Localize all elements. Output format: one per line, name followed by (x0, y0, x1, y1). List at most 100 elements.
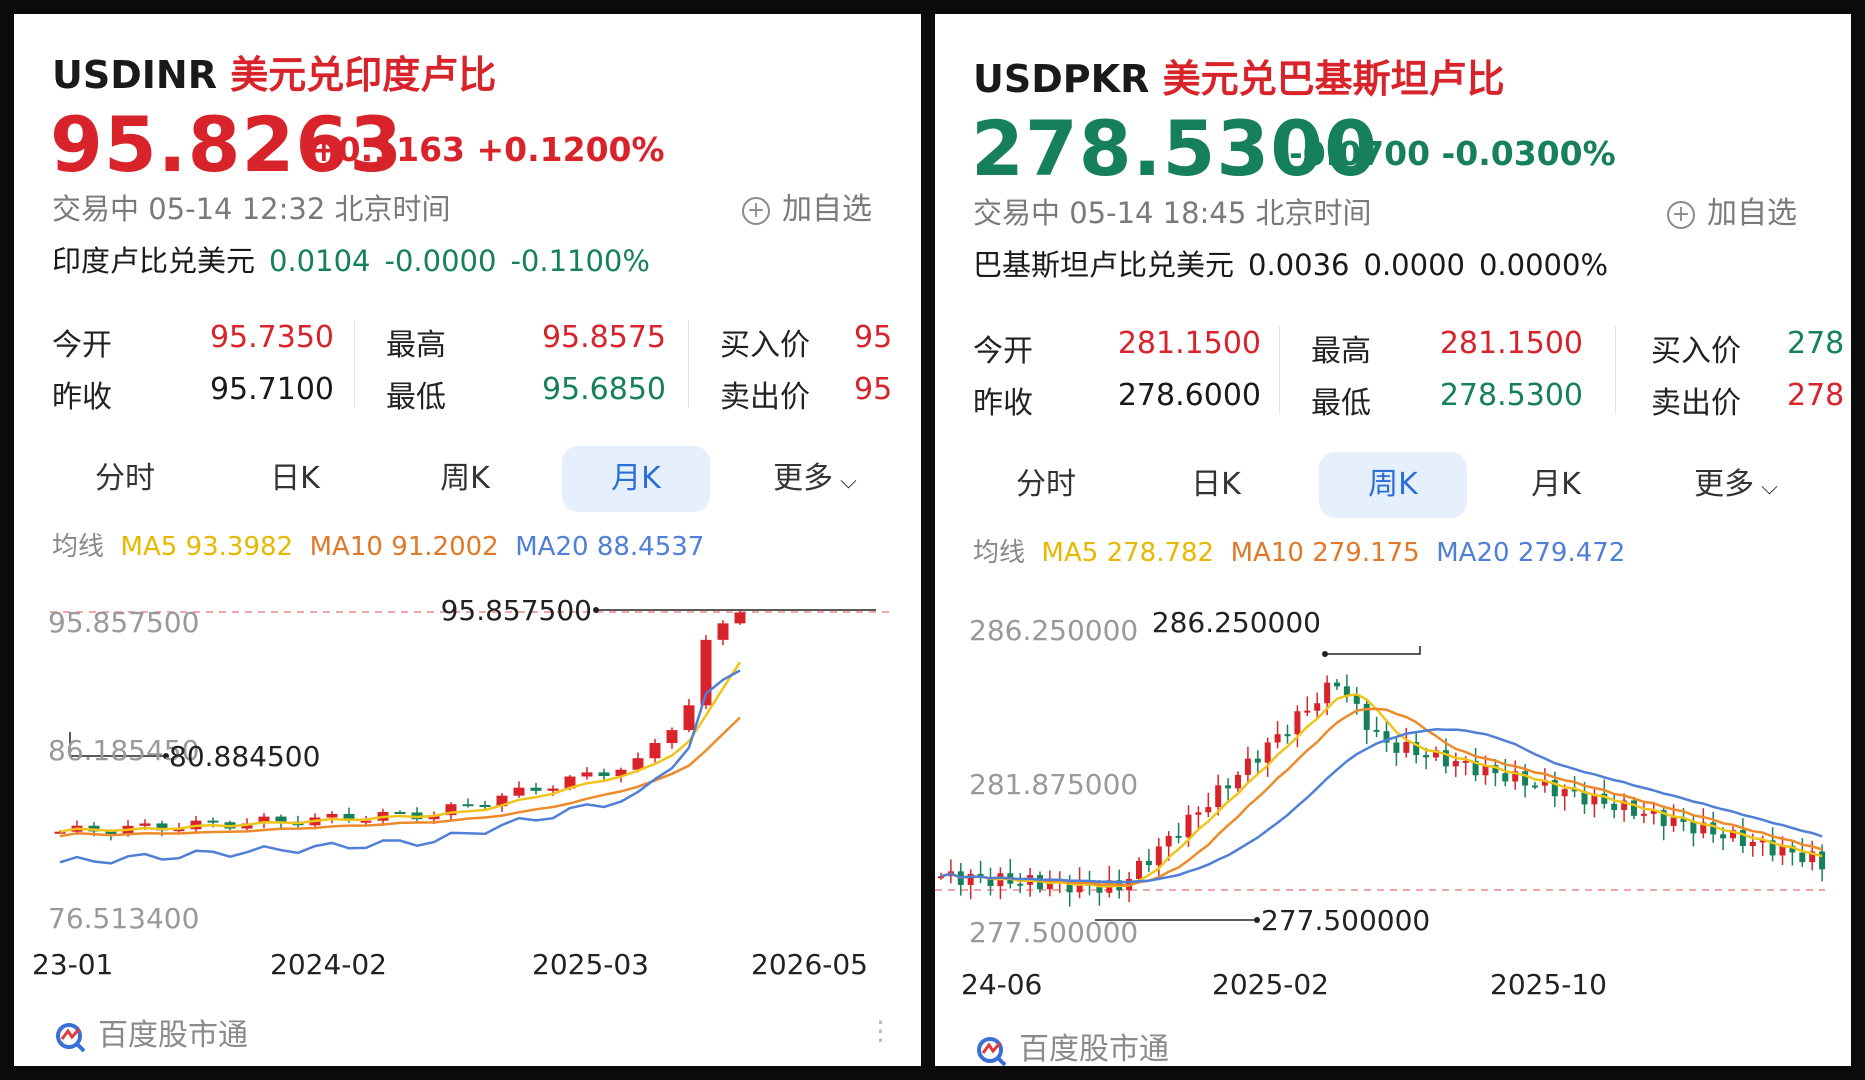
stat-bid-label: 买入价 (720, 328, 810, 363)
stat-bid-label: 买入价 (1651, 334, 1741, 369)
tab-intraday[interactable]: 分时 (95, 461, 155, 496)
candle-body (1819, 851, 1826, 870)
candle-body (1363, 703, 1370, 730)
candle-body (1680, 817, 1687, 822)
stat-bid: 278 (1787, 326, 1845, 361)
chevron-down-icon: ⌵ (833, 469, 857, 494)
reverse-quote[interactable]: 印度卢比兑美元 0.0104 -0.0000 -0.1100% (52, 238, 664, 280)
tab-weekly-k[interactable]: 周K (1319, 452, 1467, 518)
y-label-top: 95.857500 (48, 606, 199, 639)
tab-daily-k[interactable]: 日K (270, 461, 320, 496)
candle-body (1096, 885, 1103, 893)
candle-body (1294, 711, 1301, 735)
tab-daily-k[interactable]: 日K (1191, 467, 1241, 502)
ma5-line (940, 693, 1823, 888)
candle-body (1314, 703, 1321, 711)
trade-status: 交易中 05-14 18:45 北京时间 (973, 196, 1372, 230)
plus-circle-icon: + (1667, 200, 1695, 229)
stat-divider (354, 320, 355, 408)
candle-body (1393, 742, 1400, 753)
tab-more[interactable]: 更多 ⌵ (1651, 452, 1821, 518)
ma5-value: MA5 278.782 (1041, 538, 1215, 568)
tab-more[interactable]: 更多 ⌵ (730, 446, 900, 512)
candle-body (1066, 879, 1073, 893)
panel-title: USDINR 美元兑印度卢比 (52, 44, 496, 99)
reverse-pct: -0.1100% (510, 244, 650, 278)
candle-body (1383, 731, 1390, 743)
candle-body (1334, 682, 1340, 687)
candle-body (547, 788, 559, 791)
tab-weekly-k[interactable]: 周K (440, 461, 490, 496)
candle-body (1690, 821, 1697, 834)
stat-open: 281.1500 (1117, 326, 1261, 361)
ma10-line (940, 707, 1823, 887)
usdpkr-panel: USDPKR 美元兑巴基斯坦卢比 278.5300 -0.0700 -0.030… (935, 14, 1851, 1066)
pair-name: 美元兑巴基斯坦卢比 (1162, 57, 1505, 101)
plus-circle-icon: + (742, 196, 770, 225)
panel-title: USDPKR 美元兑巴基斯坦卢比 (973, 48, 1505, 103)
tab-monthly-k[interactable]: 月K (562, 446, 710, 512)
candle-body (1284, 734, 1291, 737)
add-watchlist-button[interactable]: + 加自选 (742, 184, 872, 228)
candle-body (1076, 880, 1083, 893)
candle-body (967, 873, 974, 885)
stat-low-label: 最低 (386, 380, 446, 415)
ma20-line (940, 728, 1823, 884)
stat-divider (688, 320, 689, 408)
y-label-mid: 86.185450 (48, 734, 199, 767)
candle-body (1145, 860, 1152, 866)
ma-legend: 均线 MA5 93.3982 MA10 91.2002 MA20 88.4537 (52, 526, 704, 563)
candle-body (1136, 860, 1142, 879)
candle-body (1274, 734, 1281, 743)
candle-body (1215, 785, 1222, 808)
stat-high-label: 最高 (386, 328, 446, 363)
candle-body (1541, 780, 1548, 786)
candle-body (1660, 810, 1667, 826)
candle-body (1769, 840, 1776, 856)
stat-high: 281.1500 (1439, 326, 1583, 361)
candle-body (173, 829, 185, 832)
candlestick-chart[interactable]: 286.250000 281.875000 277.500000 286.250… (935, 580, 1851, 1000)
stat-prev: 95.7100 (209, 372, 334, 407)
candle-body (1789, 845, 1796, 853)
candle-body (1809, 851, 1816, 863)
ma-legend: 均线 MA5 278.782 MA10 279.175 MA20 279.472 (973, 532, 1625, 569)
candle-body (207, 820, 219, 823)
candle-body (1551, 780, 1558, 797)
candle-body (1472, 760, 1479, 776)
candle-body (1304, 710, 1311, 713)
min-leader-dot (163, 753, 169, 759)
reverse-quote[interactable]: 巴基斯坦卢比兑美元 0.0036 0.0000 0.0000% (973, 242, 1622, 284)
candle-body (1759, 840, 1766, 843)
tab-monthly-k[interactable]: 月K (1531, 467, 1581, 502)
candle-body (1492, 765, 1499, 774)
stat-ask: 95 (854, 372, 893, 407)
candle-body (1244, 758, 1251, 775)
min-leader-line (69, 732, 166, 757)
candle-body (496, 795, 508, 807)
candle-body (1670, 817, 1677, 826)
candle-body (700, 639, 712, 706)
x-label-2: 2025-10 (1490, 968, 1607, 1001)
candle-body (139, 823, 151, 826)
symbol: USDINR (52, 53, 217, 97)
tab-more-label: 更多 (773, 461, 834, 496)
candle-body (479, 804, 491, 807)
reverse-label: 印度卢比兑美元 (52, 244, 256, 278)
x-label-1: 2025-02 (1212, 968, 1329, 1001)
add-watchlist-button[interactable]: + 加自选 (1667, 188, 1797, 232)
candle-body (1353, 695, 1360, 704)
brand-name: 百度股市通 (1019, 1032, 1169, 1066)
ma5-value: MA5 93.3982 (120, 532, 294, 562)
tab-intraday[interactable]: 分时 (1016, 467, 1076, 502)
candle-body (649, 743, 661, 759)
more-dots-icon[interactable]: · · · (876, 1006, 885, 1057)
candle-body (1185, 814, 1192, 838)
chart-candles (938, 674, 1826, 907)
add-watchlist-label: 加自选 (782, 192, 872, 227)
candlestick-chart[interactable]: 95.857500 86.185450 76.513400 95.857500 … (14, 574, 921, 994)
stat-low: 95.6850 (541, 372, 666, 407)
candle-body (1423, 755, 1430, 758)
ma5-line (59, 661, 742, 833)
max-leader-line (1325, 646, 1421, 655)
